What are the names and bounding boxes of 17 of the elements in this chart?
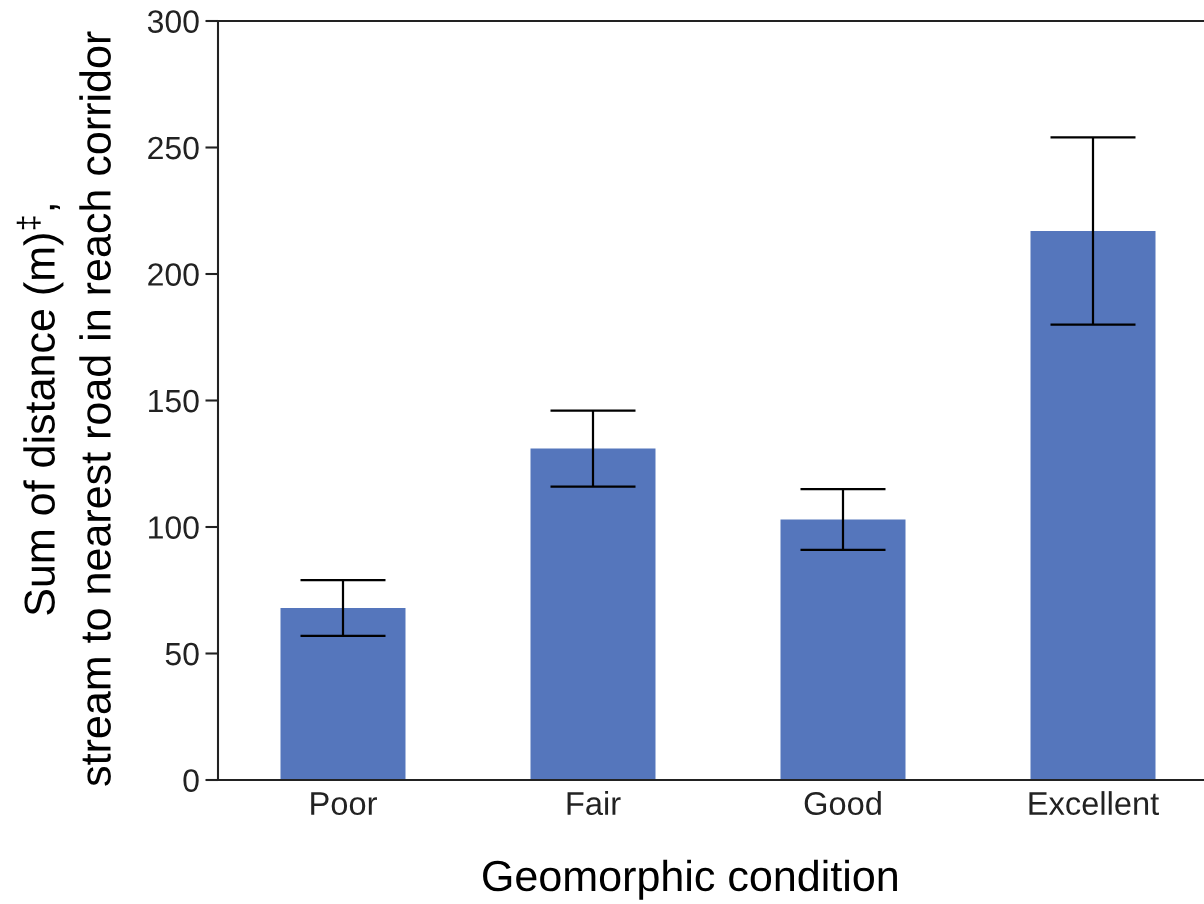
x-tick-label: Poor [311, 792, 377, 816]
y-tick-label: 50 [165, 642, 199, 666]
x-tick-label: Good [804, 791, 881, 816]
x-tick-label: Excellent [1029, 791, 1159, 816]
bar [780, 519, 906, 780]
y-axis-title: Sum of distance (m)$^{‡}$, stream to nearest road in reach corridor [16, 31, 111, 786]
bar [1030, 230, 1156, 780]
y-tick-label: 250 [148, 136, 199, 160]
bar [280, 607, 406, 780]
y-tick-label: 100 [149, 516, 199, 539]
y-tick-label: 0 [183, 769, 199, 792]
x-axis-title: Geomorphic condition [483, 859, 897, 900]
y-tick-label: 150 [149, 389, 199, 413]
x-tick-label: Fair [567, 791, 621, 816]
y-tick-label: 300 [147, 10, 199, 33]
bar [530, 448, 656, 780]
y-tick-label: 200 [148, 263, 199, 286]
